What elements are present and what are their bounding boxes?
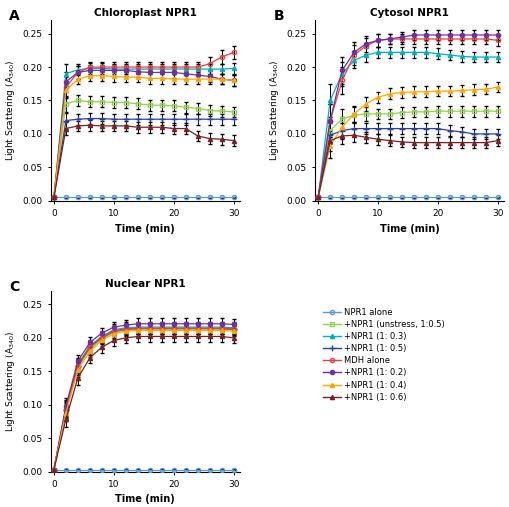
Text: C: C [9,280,20,294]
Title: Nuclear NPR1: Nuclear NPR1 [105,279,186,289]
Y-axis label: Light Scattering (A$_{340}$): Light Scattering (A$_{340}$) [4,331,17,432]
Legend: NPR1 alone, +NPR1 (unstress, 1:0.5), +NPR1 (1: 0.3), +NPR1 (1: 0.5), MDH alone, : NPR1 alone, +NPR1 (unstress, 1:0.5), +NP… [319,304,448,405]
X-axis label: Time (min): Time (min) [116,224,175,234]
Text: A: A [9,10,20,23]
X-axis label: Time (min): Time (min) [116,494,175,504]
Y-axis label: Light Scattering (A$_{340}$): Light Scattering (A$_{340}$) [4,60,17,161]
X-axis label: Time (min): Time (min) [380,224,439,234]
Title: Chloroplast NPR1: Chloroplast NPR1 [94,8,196,18]
Title: Cytosol NPR1: Cytosol NPR1 [370,8,449,18]
Text: B: B [274,10,284,23]
Y-axis label: Light Scattering (A$_{340}$): Light Scattering (A$_{340}$) [268,60,281,161]
